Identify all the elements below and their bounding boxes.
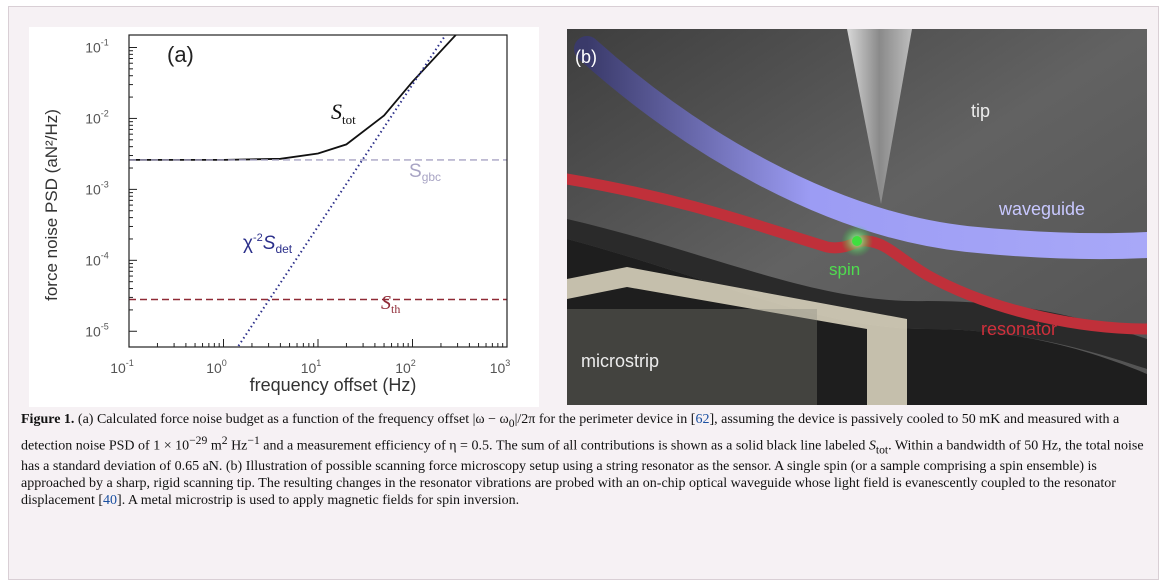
x-axis-label: frequency offset (Hz) <box>250 375 417 395</box>
microstrip-pad <box>567 309 817 405</box>
y-tick-label: 10-1 <box>85 37 109 55</box>
s-th-sub: th <box>391 302 400 316</box>
caption-seg1: (a) Calculated force noise budget as a f… <box>74 412 509 427</box>
y-tick-exp: -5 <box>101 321 109 331</box>
tip <box>847 29 912 204</box>
x-tick-label: 101 <box>301 358 322 376</box>
caption-seg5: and a measurement efficiency of η = 0.5.… <box>259 438 869 454</box>
citation-link-62[interactable]: 62 <box>695 412 710 427</box>
x-tick-label: 10-1 <box>110 358 134 376</box>
waveguide <box>574 36 1147 260</box>
caption-seg2: ], assuming the device is passively cool… <box>21 412 1120 454</box>
y-tick-base: 10 <box>85 39 101 55</box>
y-tick-base: 10 <box>85 252 101 268</box>
tip-label: tip <box>971 101 990 121</box>
x-tick-exp: 1 <box>316 358 321 368</box>
x-tick-base: 10 <box>110 360 126 376</box>
x-tick-base: 10 <box>490 360 506 376</box>
caption-exp1: −29 <box>189 433 208 447</box>
panel-b-illustration: (b) tip waveguide spin resonator microst… <box>567 29 1147 405</box>
s-tot-sub: tot <box>342 112 356 127</box>
y-tick-exp: -2 <box>101 108 109 118</box>
s-det-prefix: χ <box>243 233 253 254</box>
x-tick-exp: -1 <box>126 358 134 368</box>
s-det-exp: -2 <box>253 232 263 244</box>
microstrip <box>567 267 907 405</box>
figure-number: Figure 1. <box>21 412 75 427</box>
figure-caption: Figure 1. (a) Calculated force noise bud… <box>21 411 1149 509</box>
s-gbc-label: Sgbc <box>409 161 441 184</box>
x-tick-exp: 0 <box>222 358 227 368</box>
plot-frame <box>128 34 508 348</box>
caption-seg3: m <box>207 438 222 454</box>
x-tick-exp: 2 <box>411 358 416 368</box>
x-tick-base: 10 <box>206 360 222 376</box>
y-tick-base: 10 <box>85 181 101 197</box>
panel-b-label: (b) <box>575 47 597 67</box>
trench-edge <box>567 219 1147 369</box>
y-tick-label: 10-5 <box>85 321 109 339</box>
y-axis-label: force noise PSD (aN²/Hz) <box>42 109 61 301</box>
caption-s-sub: tot <box>875 443 889 457</box>
s-tot-label: Stot <box>331 99 356 127</box>
y-tick-exp: -3 <box>101 179 109 189</box>
x-tick-base: 10 <box>395 360 411 376</box>
citation-link-40[interactable]: 40 <box>103 493 118 509</box>
caption-seg1-sub: 0 <box>508 416 515 430</box>
caption-seg7: ]. A metal microstrip is used to apply m… <box>117 493 520 509</box>
s-det-label: χ-2Sdet <box>243 232 293 256</box>
y-tick-exp: -1 <box>101 37 109 47</box>
s-gbc-main: S <box>409 161 422 182</box>
y-tick-label: 10-4 <box>85 250 109 268</box>
caption-seg1b: |/2π for the perimeter device in [ <box>514 412 696 427</box>
y-tick-exp: -4 <box>101 250 109 260</box>
microstrip-label: microstrip <box>581 351 659 371</box>
spin-label: spin <box>829 260 860 279</box>
trench <box>567 239 1147 405</box>
x-tick-label: 102 <box>395 358 416 376</box>
caption-exp3: −1 <box>247 433 260 447</box>
waveguide-label: waveguide <box>998 199 1085 219</box>
y-tick-base: 10 <box>85 110 101 126</box>
panel-a-label: (a) <box>167 42 194 67</box>
x-tick-exp: 3 <box>505 358 510 368</box>
s-tot-main: S <box>331 99 342 124</box>
caption-s-main: S <box>868 438 876 454</box>
y-tick-label: 10-3 <box>85 179 109 197</box>
s-det-sub: det <box>275 242 292 256</box>
figure-frame: 10-1 100 101 102 103 10-1 10-2 10-3 10-4 10-5 (a)… <box>8 6 1159 580</box>
resonator-label: resonator <box>981 319 1057 339</box>
x-tick-label: 100 <box>206 358 227 376</box>
s-gbc-sub: gbc <box>422 170 441 184</box>
panel-b-svg: (b) tip waveguide spin resonator microst… <box>567 29 1147 405</box>
spin <box>852 236 862 246</box>
panel-a-background <box>29 27 539 407</box>
x-tick-base: 10 <box>301 360 317 376</box>
caption-seg4: Hz <box>227 438 248 454</box>
s-th-label: Sth <box>381 292 400 316</box>
caption-seg6: . Within a bandwidth of 50 Hz, the total… <box>21 438 1144 509</box>
y-tick-base: 10 <box>85 323 101 339</box>
s-th-main: S <box>381 292 391 314</box>
s-det-main: S <box>263 233 276 254</box>
y-tick-label: 10-2 <box>85 108 109 126</box>
caption-exp2: 2 <box>221 433 228 447</box>
x-tick-label: 103 <box>490 358 511 376</box>
